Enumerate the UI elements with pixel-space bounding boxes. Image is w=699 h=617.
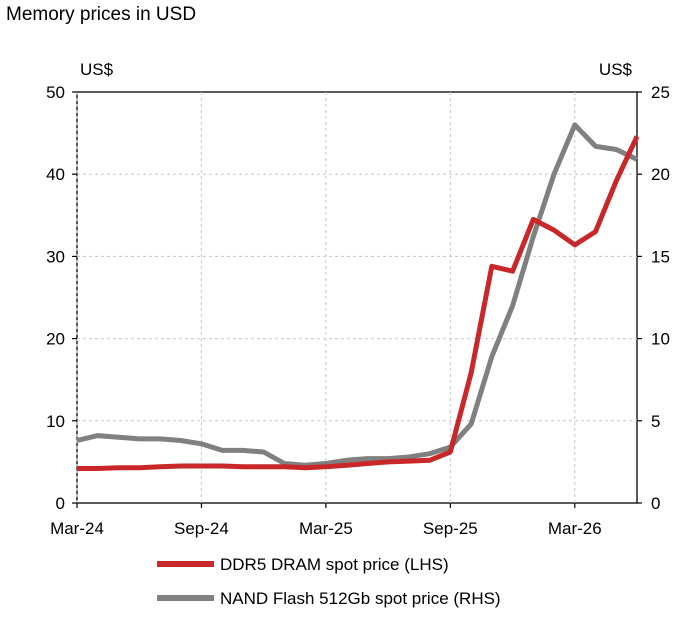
- x-axis-ticks: Mar-24 Sep-24 Mar-25 Sep-25 Mar-26: [50, 503, 602, 538]
- right-tick-label: 10: [651, 330, 670, 349]
- left-tick-label: 10: [46, 412, 65, 431]
- x-tick-label: Sep-24: [174, 519, 229, 538]
- left-axis-ticks: 0 10 20 30 40 50: [46, 83, 77, 513]
- series-lines: [76, 122, 640, 471]
- left-tick-label: 50: [46, 83, 65, 102]
- x-tick-label: Sep-25: [423, 519, 478, 538]
- x-tick-label: Mar-26: [548, 519, 602, 538]
- legend-label-ddr5: DDR5 DRAM spot price (LHS): [220, 555, 449, 574]
- series-line-nand: [76, 122, 639, 468]
- x-tick-label: Mar-25: [299, 519, 353, 538]
- left-tick-label: 30: [46, 247, 65, 266]
- chart-title: Memory prices in USD: [6, 4, 197, 25]
- right-axis-ticks: 0 5 10 15 20 25: [637, 83, 670, 513]
- right-tick-label: 15: [651, 247, 670, 266]
- right-tick-label: 0: [651, 494, 660, 513]
- right-tick-label: 5: [651, 412, 660, 431]
- left-tick-label: 40: [46, 165, 65, 184]
- x-tick-label: Mar-24: [50, 519, 104, 538]
- right-axis-unit-label: US$: [599, 60, 633, 79]
- legend: DDR5 DRAM spot price (LHS) NAND Flash 51…: [157, 555, 501, 608]
- right-tick-label: 20: [651, 165, 670, 184]
- left-tick-label: 20: [46, 330, 65, 349]
- gridlines: [76, 92, 637, 503]
- left-axis-unit-label: US$: [80, 60, 114, 79]
- right-tick-label: 25: [651, 83, 670, 102]
- left-tick-label: 0: [56, 494, 65, 513]
- legend-label-nand: NAND Flash 512Gb spot price (RHS): [220, 589, 501, 608]
- series-line-ddr5: [77, 135, 640, 471]
